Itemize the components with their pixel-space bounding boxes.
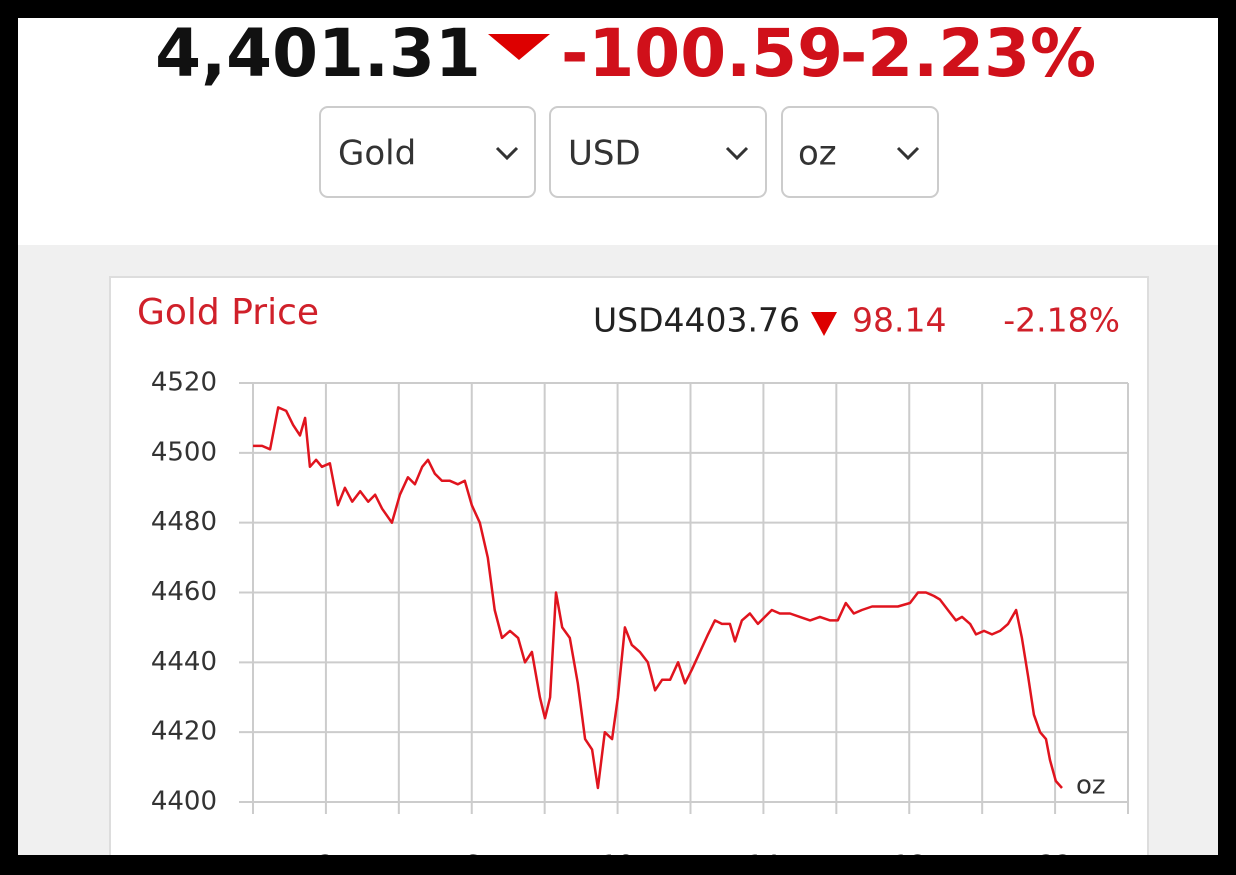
price-percent: -2.23% [840,15,1096,92]
select-label: Gold [338,134,416,174]
y-tick-label: 4440 [151,647,217,677]
select-box[interactable] [781,106,939,198]
y-tick-label: 4500 [151,437,217,467]
down-arrow [488,34,550,60]
plot: 44004420444044604480450045202610141822oz [151,368,1129,875]
chevron [896,146,920,161]
chevron [725,146,749,161]
frame-bottom [0,855,1236,871]
price: 4,401.31 [155,15,481,92]
chevron [495,146,519,161]
y-tick-label: 4520 [151,368,217,398]
price-change: -100.59 [561,15,843,92]
select[interactable]: oz [781,106,939,198]
quote-percent: -2.18% [1003,301,1120,340]
select-box[interactable] [549,106,767,198]
chart-card [109,276,1149,875]
chart-title: Gold Price [137,292,319,333]
y-tick-label: 4400 [151,787,217,817]
select-label: USD [568,134,641,174]
select-label: oz [798,134,837,174]
y-tick-label: 4420 [151,717,217,747]
y-tick-label: 4480 [151,507,217,537]
price-line [253,406,1063,790]
down-arrow [811,312,837,336]
select-box[interactable] [319,106,536,198]
quote: USD4403.76 [593,301,800,340]
unit-label: oz [1076,771,1106,801]
select[interactable]: Gold [319,106,536,198]
y-tick-label: 4460 [151,577,217,607]
quote-change: 98.14 [852,301,946,340]
select[interactable]: USD [549,106,767,198]
